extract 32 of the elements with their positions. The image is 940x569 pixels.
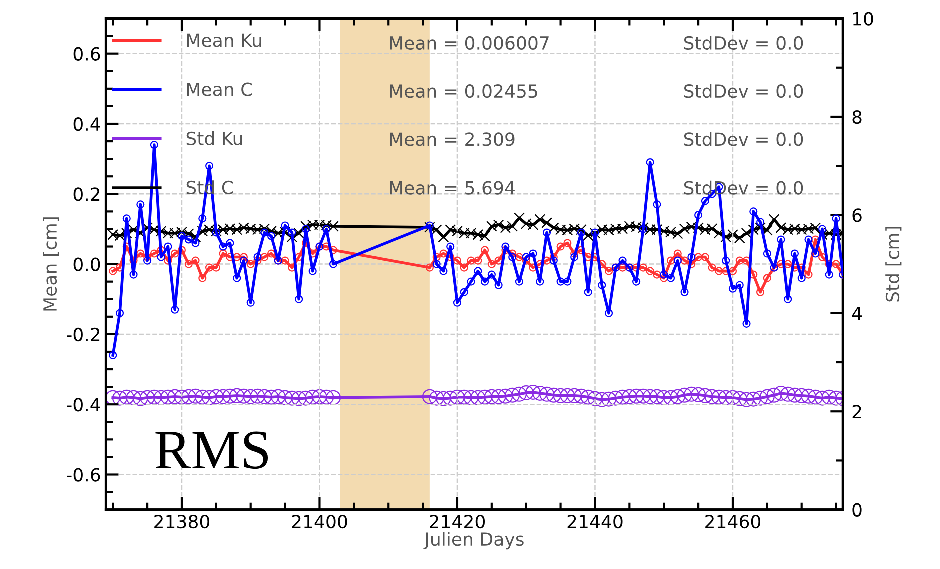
y-tick-label: 0.2 [74, 188, 100, 202]
y2-tick-label: 4 [852, 307, 862, 320]
x-tick-label: 21380 [154, 515, 210, 529]
y2-axis-title: Std [cm] [886, 227, 902, 302]
annotation: Mean = 2.309 [390, 132, 515, 146]
y-tick-label: -0.2 [67, 328, 100, 342]
y-axis-title: Mean [cm] [43, 218, 60, 311]
annotation: Mean = 5.694 [390, 181, 515, 195]
annotation: StdDev = 0.0 [684, 132, 804, 146]
annotation: StdDev = 0.0 [684, 36, 804, 50]
y-tick-label: -0.6 [67, 468, 100, 482]
x-tick-label: 21400 [292, 515, 348, 529]
x-tick-label: 21420 [430, 515, 485, 529]
annotation: RMS [156, 432, 268, 470]
x-axis-title: Julien Days [424, 532, 524, 550]
y-tick-label: 0.0 [74, 258, 100, 272]
y2-tick-label: 2 [852, 405, 862, 418]
y-tick-label: -0.4 [67, 398, 100, 412]
y-tick-label: 0.6 [74, 47, 100, 61]
x-tick-label: 21440 [568, 515, 623, 529]
y2-tick-label: 8 [852, 110, 862, 124]
x-tick-label: 21460 [706, 515, 760, 529]
y2-tick-label: 10 [853, 12, 874, 26]
y2-tick-label: 6 [852, 208, 862, 222]
legend-label: Mean Ku [187, 34, 262, 48]
annotation: Mean = 0.006007 [390, 36, 549, 50]
y2-tick-label: 0 [852, 503, 862, 517]
annotation: StdDev = 0.0 [684, 84, 804, 98]
legend-label: Std Ku [186, 132, 242, 146]
y-tick-label: 0.4 [74, 117, 100, 132]
annotation: Mean = 0.02455 [390, 84, 538, 98]
legend-label: Mean C [187, 82, 252, 96]
